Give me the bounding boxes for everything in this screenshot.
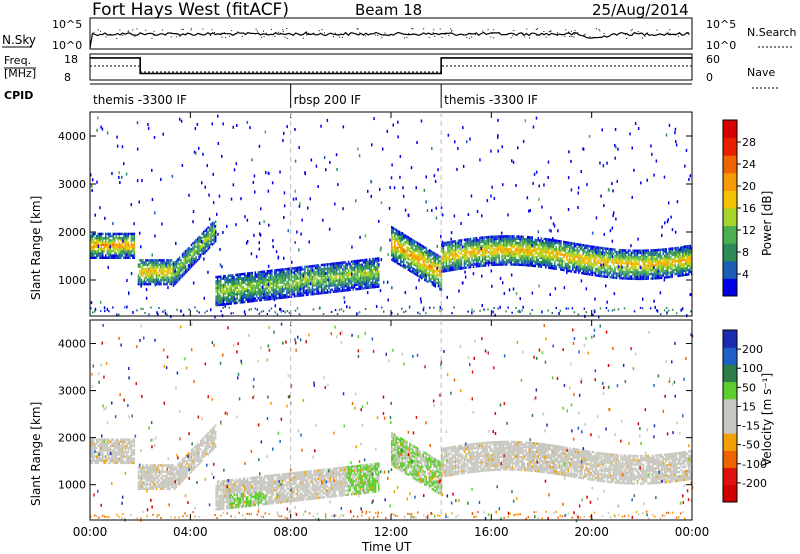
nave-line	[90, 65, 692, 73]
colorbar-tick-label: 12	[742, 224, 756, 237]
colorbar-tick-label: 28	[742, 136, 756, 149]
colorbar-tick-label: 15	[742, 400, 756, 413]
noise-right-label: N.Search	[747, 26, 797, 39]
y-tick-label: 3000	[58, 385, 86, 398]
x-tick-label: 00:00	[73, 525, 108, 539]
velocity-heatmap	[90, 322, 694, 523]
colorbar-tick-label: 100	[742, 362, 763, 375]
y-tick-label: 2000	[58, 432, 86, 445]
y-tick-label: 4000	[58, 338, 86, 351]
colorbar-tick-label: 24	[742, 158, 756, 171]
velocity-ylabel: Slant Range [km]	[29, 402, 43, 506]
date-title: 25/Aug/2014	[592, 1, 689, 19]
nave-tick-top: 60	[706, 53, 720, 66]
colorbar-tick-label: 4	[742, 268, 749, 281]
x-tick-label: 16:00	[474, 525, 509, 539]
y-tick-label: 1000	[58, 479, 86, 492]
x-tick-label: 08:00	[273, 525, 308, 539]
noise-tick-right-top: 10^5	[706, 18, 736, 31]
power-colorbar-label: Power [dB]	[760, 191, 774, 256]
velocity-colorbar: -200 -100 -50 -15 15 50 100 200	[722, 329, 767, 503]
y-tick-label: 3000	[58, 178, 86, 191]
freq-tick-bottom: 8	[64, 71, 71, 84]
x-tick-label: 04:00	[173, 525, 208, 539]
freq-line	[90, 57, 692, 75]
y-tick-label: 4000	[58, 130, 86, 143]
cpid-segment-label: themis -3300 IF	[444, 93, 538, 107]
velocity-panel: 1000 2000 3000 4000 Slant Range [km] -200 -1…	[29, 319, 774, 523]
station-title: Fort Hays West (fitACF)	[92, 0, 289, 20]
noise-sky-line	[89, 31, 690, 49]
power-panel: 1000 2000 3000 4000 Slant Range [km] 4 8 12 16…	[29, 111, 774, 319]
cpid-panel: CPID themis -3300 IF rbsp 200 IF themis -3…	[4, 83, 692, 108]
colorbar-tick-label: 200	[742, 343, 763, 356]
colorbar-tick-label: -100	[742, 458, 767, 471]
x-tick-label: 12:00	[374, 525, 409, 539]
noise-search-dots	[93, 28, 689, 39]
power-ylabel: Slant Range [km]	[29, 196, 43, 300]
cpid-segment-label: rbsp 200 IF	[294, 93, 361, 107]
beam-title: Beam 18	[355, 1, 422, 19]
colorbar-tick-label: -15	[742, 420, 760, 433]
power-colorbar: 4 8 12 16 20 24 28	[722, 119, 756, 297]
x-tick-label: 20:00	[574, 525, 609, 539]
noise-tick-left-top: 10^5	[52, 18, 82, 31]
nave-label: Nave	[747, 66, 775, 79]
y-tick-label: 2000	[58, 226, 86, 239]
colorbar-tick-label: -50	[742, 439, 760, 452]
x-tick-label: 00:00	[675, 525, 710, 539]
nave-tick-bottom: 0	[706, 71, 713, 84]
noise-panel: N.Sky 10^5 10^0 10^5 10^0 N.Search	[2, 17, 797, 52]
colorbar-tick-label: 50	[742, 381, 756, 394]
power-heatmap	[90, 114, 693, 319]
colorbar-tick-label: 8	[742, 246, 749, 259]
freq-label: Freq.	[4, 54, 31, 67]
cpid-label: CPID	[4, 89, 33, 102]
cpid-segment-label: themis -3300 IF	[93, 93, 187, 107]
velocity-colorbar-label: Velocity [m s⁻¹]	[760, 373, 774, 466]
x-axis-label: Time UT	[361, 540, 412, 554]
noise-left-label: N.Sky	[2, 33, 36, 47]
freq-panel: Freq. [MHz] 18 8 60 0 Nave	[4, 53, 780, 89]
colorbar-tick-label: -200	[742, 477, 767, 490]
noise-tick-right-bottom: 10^0	[706, 39, 736, 52]
colorbar-tick-label: 20	[742, 180, 756, 193]
noise-tick-left-bottom: 10^0	[52, 39, 82, 52]
freq-unit-label: [MHz]	[4, 67, 36, 80]
y-tick-label: 1000	[58, 274, 86, 287]
x-axis: 00:00 04:00 08:00 12:00 16:00 20:00 00:00	[73, 525, 710, 539]
colorbar-tick-label: 16	[742, 202, 756, 215]
freq-tick-top: 18	[64, 53, 78, 66]
